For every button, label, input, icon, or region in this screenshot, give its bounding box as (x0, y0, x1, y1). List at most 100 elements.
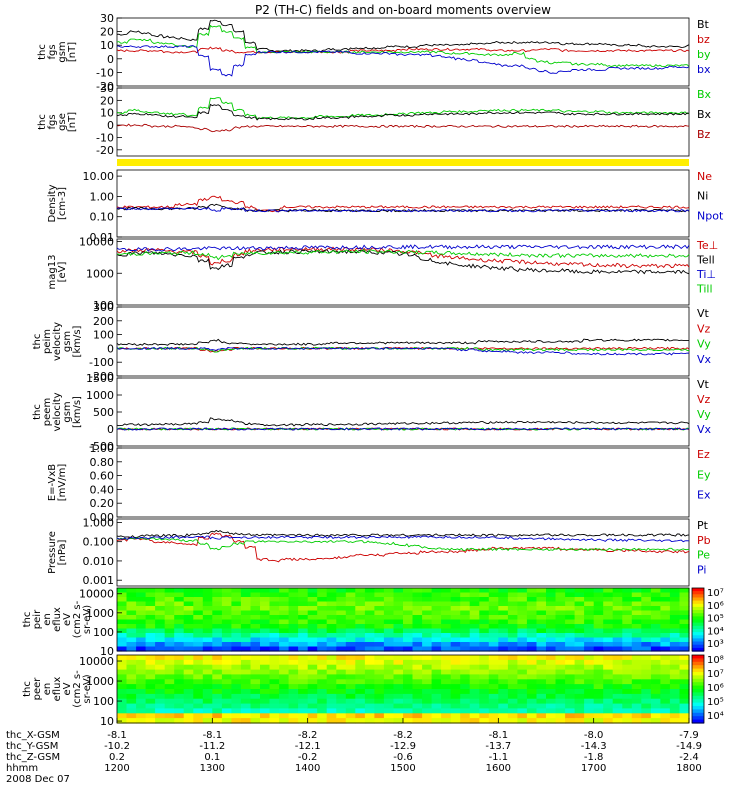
heatmap-cell (240, 674, 251, 680)
heatmap-cell (526, 698, 537, 705)
heatmap-cell (546, 698, 557, 705)
heatmap-cell (498, 601, 509, 607)
heatmap-cell (650, 637, 661, 643)
heatmap-cell (517, 679, 528, 685)
heatmap-cell (383, 708, 394, 714)
heatmap-cell (126, 588, 137, 594)
heatmap-cell (307, 615, 318, 621)
heatmap-cell (679, 633, 690, 639)
heatmap-cell (288, 679, 299, 685)
heatmap-cell (650, 610, 661, 616)
panel-2-ytick-label: 0.01 (90, 231, 115, 244)
heatmap-cell (145, 592, 156, 598)
heatmap-cell (403, 703, 414, 710)
heatmap-cell (679, 689, 690, 695)
heatmap-cell (240, 624, 251, 630)
heatmap-cell (145, 679, 156, 685)
heatmap-cell (431, 698, 442, 705)
heatmap-cell (326, 689, 337, 695)
heatmap-cell (212, 624, 223, 630)
heatmap-cell (288, 713, 299, 719)
heatmap-cell (279, 713, 290, 719)
heatmap-cell (641, 693, 652, 700)
series-pe-line (116, 536, 690, 552)
heatmap-cell (622, 637, 633, 643)
heatmap-cell (431, 588, 442, 594)
heatmap-cell (202, 659, 213, 666)
heatmap-cell (403, 633, 414, 639)
heatmap-cell (574, 628, 585, 634)
heatmap-cell (145, 693, 156, 700)
heatmap-cell (679, 659, 690, 666)
heatmap-cell (431, 592, 442, 598)
heatmap-cell (355, 703, 366, 710)
heatmap-cell (298, 669, 309, 676)
heatmap-cell (441, 588, 452, 594)
heatmap-cell (603, 713, 614, 719)
heatmap-cell (364, 684, 375, 690)
legend-entry-vx: Vx (697, 353, 712, 366)
series-npot-line (116, 206, 690, 213)
heatmap-cell (374, 703, 385, 710)
heatmap-cell (498, 592, 509, 598)
heatmap-cell (117, 601, 128, 607)
heatmap-cell (641, 669, 652, 676)
heatmap-cell (345, 689, 356, 695)
heatmap-cell (164, 669, 175, 676)
heatmap-cell (269, 642, 280, 648)
heatmap-cell (250, 674, 261, 680)
heatmap-cell (155, 615, 166, 621)
heatmap-cell (279, 684, 290, 690)
panel-9-ytick-label: 10 (100, 715, 114, 728)
colorbar-step (692, 597, 704, 602)
heatmap-cell (498, 637, 509, 643)
heatmap-cell (374, 718, 385, 724)
heatmap-cell (431, 679, 442, 685)
heatmap-cell (469, 689, 480, 695)
heatmap-cell (603, 669, 614, 676)
heatmap-cell (326, 698, 337, 705)
heatmap-cell (288, 592, 299, 598)
heatmap-cell (221, 684, 232, 690)
heatmap-cell (431, 655, 442, 661)
heatmap-cell (298, 615, 309, 621)
heatmap-cell (174, 610, 185, 616)
heatmap-cell (364, 592, 375, 598)
heatmap-cell (155, 633, 166, 639)
heatmap-cell (240, 693, 251, 700)
heatmap-cell (612, 684, 623, 690)
heatmap-cell (469, 628, 480, 634)
date-label: 2008 Dec 07 (6, 774, 70, 785)
panel-6-ytick-label: 1.00 (90, 442, 115, 455)
heatmap-cell (460, 713, 471, 719)
heatmap-cell (174, 597, 185, 603)
heatmap-cell (117, 659, 128, 666)
panel-0-ytick-label: -10 (96, 66, 114, 79)
heatmap-cell (669, 637, 680, 643)
series-vt-line (116, 338, 689, 346)
heatmap-cell (450, 684, 461, 690)
heatmap-cell (393, 624, 404, 630)
heatmap-cell (364, 633, 375, 639)
heatmap-cell (288, 708, 299, 714)
heatmap-cell (479, 708, 490, 714)
heatmap-cell (593, 619, 604, 625)
heatmap-cell (622, 713, 633, 719)
heatmap-cell (383, 718, 394, 724)
heatmap-cell (536, 674, 547, 680)
heatmap-cell (584, 664, 595, 671)
heatmap-cell (650, 708, 661, 714)
heatmap-cell (307, 624, 318, 630)
heatmap-cell (374, 624, 385, 630)
heatmap-cell (555, 703, 566, 710)
heatmap-cell (336, 679, 347, 685)
heatmap-cell (460, 684, 471, 690)
heatmap-cell (174, 642, 185, 648)
heatmap-cell (164, 615, 175, 621)
heatmap-cell (231, 628, 242, 634)
heatmap-cell (183, 597, 194, 603)
heatmap-cell (593, 637, 604, 643)
heatmap-cell (355, 642, 366, 648)
heatmap-cell (174, 698, 185, 705)
heatmap-cell (507, 588, 518, 594)
